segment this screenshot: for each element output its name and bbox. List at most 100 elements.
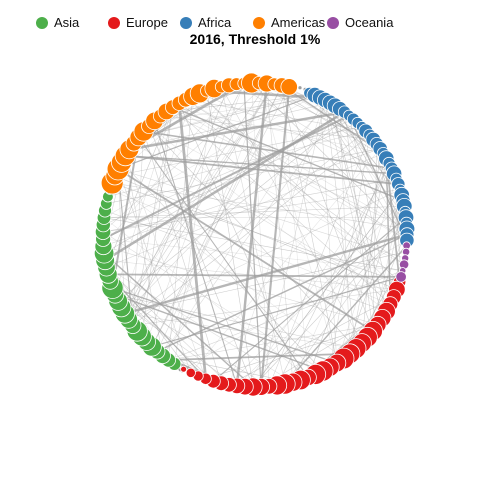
network-edge [138,92,310,138]
network-edge [128,130,366,320]
network-edge [117,94,316,170]
edge-layer [102,82,408,388]
network-edge [148,125,387,312]
network-edge [138,94,315,138]
network-edge [104,260,192,373]
network-edge [221,86,286,385]
legend-label-americas: Americas [271,15,326,30]
network-edge [177,103,208,379]
network-edge [244,168,392,387]
network-edge [329,102,387,312]
legend: Asia Europe Africa Americas Oceania [36,14,393,32]
network-edge [129,110,345,151]
network-edge [228,296,394,386]
network-edge [102,178,397,233]
network-edge [117,115,350,302]
legend-swatch-americas [253,17,265,29]
legend-item-oceania: Oceania [327,14,393,32]
network-edge [151,86,290,347]
network-edge [336,178,397,364]
legend-swatch-asia [36,17,48,29]
network-edge [266,83,294,383]
network-edge [199,93,395,174]
legend-label-europe: Europe [126,15,168,30]
network-edge [154,97,321,122]
network-edge [348,115,408,241]
network-edge [133,142,394,298]
minor-node [298,86,302,90]
network-edge [185,99,408,230]
chart-title: 2016, Threshold 1% [189,31,321,47]
network-edge [343,194,402,359]
network-edge [115,294,357,349]
network-edge [235,83,268,387]
network-edge [319,97,338,364]
network-edge [112,287,338,364]
legend-swatch-oceania [327,17,339,29]
network-edge [141,107,173,337]
network-edge [243,83,262,387]
network-edge [106,148,381,204]
network-edge [156,233,408,352]
legend-item-africa: Africa [180,14,253,32]
network-edge [118,168,406,259]
network-edge [334,105,408,230]
network-edge [112,182,407,230]
network-edge [372,144,378,332]
legend-label-oceania: Oceania [345,15,394,30]
network-edge [153,120,238,387]
network-edge [125,155,163,356]
network-edge [103,118,354,226]
legend-item-asia: Asia [36,14,108,32]
network-edge [252,189,401,388]
network-edge [166,111,408,230]
network-edge [146,83,245,342]
network-edge [112,182,344,359]
network-edge [103,148,381,247]
network-edge [124,251,407,314]
network-edge [174,88,215,364]
network-edge [103,83,237,247]
network-edge [260,100,326,387]
network-edge [276,163,390,386]
node-layer [93,72,416,397]
network-edge [206,90,254,388]
network-edge [105,260,397,290]
legend-item-americas: Americas [253,14,327,32]
network-edge [324,100,357,349]
network-edge [102,231,324,372]
network-edge [251,82,408,235]
network-edge [102,114,350,240]
network-edge [138,136,309,378]
network-edge [281,85,309,378]
network-edge [172,106,404,202]
network-edge [252,222,407,388]
node-europe [185,367,196,378]
network-edge [114,107,173,295]
network-edge [125,155,206,379]
network-edge [124,102,331,314]
network-edge [107,130,366,197]
network-edge [213,217,407,382]
network-edge [111,137,140,288]
network-edge [281,85,374,332]
network-edge [129,102,331,150]
legend-swatch-europe [108,17,120,29]
network-edge [172,106,384,154]
network-edge [128,189,401,320]
legend-swatch-africa [180,17,192,29]
network-edge [132,107,173,326]
network-edge [281,85,338,364]
network-edge [148,125,254,388]
network-edge [228,200,404,386]
network-edge [114,126,362,177]
network-edge [178,103,301,381]
network-edge [121,84,275,308]
network-edge [103,252,254,388]
legend-label-africa: Africa [198,15,232,30]
network-edge [372,195,402,332]
network-edge [121,162,324,372]
network-edge [117,168,192,373]
network-edge [324,100,378,325]
